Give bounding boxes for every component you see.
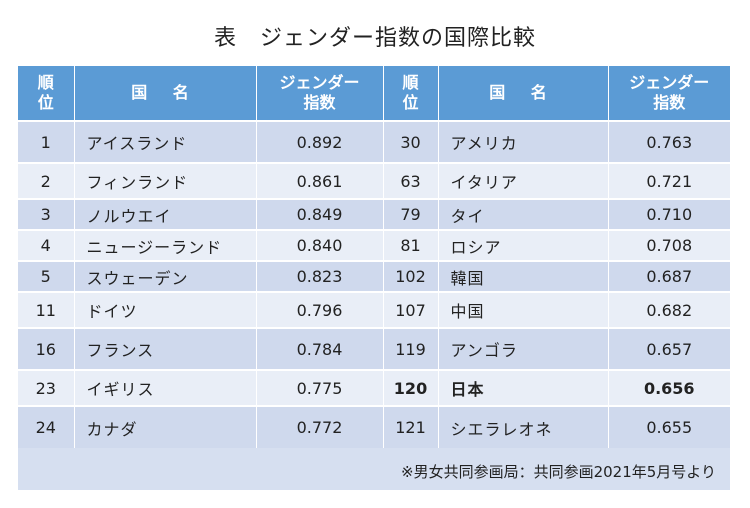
index-cell: 0.892 — [255, 120, 383, 163]
index-cell: 0.682 — [607, 291, 730, 328]
country-cell: タイ — [437, 198, 608, 230]
rank-cell: 3 — [18, 198, 74, 230]
index-header: ジェンダー 指数 — [607, 66, 730, 121]
rank-header-line1: 順 — [402, 73, 419, 92]
index-cell: 0.784 — [255, 327, 383, 370]
country-header: 国 名 — [73, 66, 256, 121]
country-cell: フランス — [73, 327, 256, 370]
country-cell: アメリカ — [437, 120, 608, 163]
rank-cell: 11 — [18, 291, 74, 328]
country-cell: ロシア — [437, 229, 608, 261]
table-row: 5 スウェーデン 0.823 102 韓国 0.687 — [18, 260, 730, 292]
country-header-label: 国 名 — [131, 83, 199, 102]
rank-cell: 1 — [18, 120, 74, 163]
gender-index-table-panel: 順 位 国 名 ジェンダー 指数 順 位 国 名 ジェンダー — [18, 66, 730, 490]
index-cell: 0.823 — [255, 260, 383, 292]
rank-cell: 79 — [382, 198, 438, 230]
country-cell: ニュージーランド — [73, 229, 256, 261]
rank-cell: 107 — [382, 291, 438, 328]
index-cell: 0.763 — [607, 120, 730, 163]
country-cell: 韓国 — [437, 260, 608, 292]
table-row: 2 フィンランド 0.861 63 イタリア 0.721 — [18, 162, 730, 199]
rank-cell: 23 — [18, 369, 74, 406]
rank-cell: 4 — [18, 229, 74, 261]
rank-cell: 5 — [18, 260, 74, 292]
country-header-label: 国 名 — [489, 83, 557, 102]
table-row: 16 フランス 0.784 119 アンゴラ 0.657 — [18, 327, 730, 370]
rank-cell: 24 — [18, 405, 74, 448]
index-cell: 0.721 — [607, 162, 730, 199]
country-cell: ノルウエイ — [73, 198, 256, 230]
index-cell: 0.840 — [255, 229, 383, 261]
index-cell: 0.710 — [607, 198, 730, 230]
country-cell: 中国 — [437, 291, 608, 328]
table-row: 11 ドイツ 0.796 107 中国 0.682 — [18, 291, 730, 328]
table-header-row: 順 位 国 名 ジェンダー 指数 順 位 国 名 ジェンダー — [18, 66, 730, 121]
country-cell: イギリス — [73, 369, 256, 406]
rank-cell: 2 — [18, 162, 74, 199]
table-row: 23 イギリス 0.775 120 日本 0.656 — [18, 369, 730, 406]
table-row: 24 カナダ 0.772 121 シエラレオネ 0.655 — [18, 405, 730, 448]
gender-index-table: 順 位 国 名 ジェンダー 指数 順 位 国 名 ジェンダー — [18, 66, 730, 448]
country-cell: スウェーデン — [73, 260, 256, 292]
rank-cell: 119 — [382, 327, 438, 370]
country-cell-japan: 日本 — [437, 369, 608, 406]
country-cell: シエラレオネ — [437, 405, 608, 448]
index-cell: 0.687 — [607, 260, 730, 292]
country-cell: フィンランド — [73, 162, 256, 199]
rank-header-line2: 位 — [37, 93, 54, 112]
index-cell-japan: 0.656 — [607, 369, 730, 406]
index-cell: 0.775 — [255, 369, 383, 406]
index-cell: 0.708 — [607, 229, 730, 261]
page-title: 表 ジェンダー指数の国際比較 — [213, 26, 536, 51]
rank-cell: 63 — [382, 162, 438, 199]
rank-cell: 102 — [382, 260, 438, 292]
index-cell: 0.772 — [255, 405, 383, 448]
index-cell: 0.861 — [255, 162, 383, 199]
country-header: 国 名 — [437, 66, 608, 121]
index-cell: 0.657 — [607, 327, 730, 370]
index-header-line2: 指数 — [653, 93, 686, 112]
country-cell: アイスランド — [73, 120, 256, 163]
index-header-line1: ジェンダー — [279, 73, 360, 92]
rank-cell: 16 — [18, 327, 74, 370]
country-cell: アンゴラ — [437, 327, 608, 370]
index-header-line2: 指数 — [303, 93, 336, 112]
rank-header-line1: 順 — [37, 73, 54, 92]
rank-cell: 121 — [382, 405, 438, 448]
table-row: 3 ノルウエイ 0.849 79 タイ 0.710 — [18, 198, 730, 230]
index-header: ジェンダー 指数 — [255, 66, 383, 121]
rank-cell: 30 — [382, 120, 438, 163]
table-row: 4 ニュージーランド 0.840 81 ロシア 0.708 — [18, 229, 730, 261]
source-note: ※男女共同参画局：共同参画2021年5月号より — [401, 463, 716, 481]
index-cell: 0.655 — [607, 405, 730, 448]
country-cell: イタリア — [437, 162, 608, 199]
table-row: 1 アイスランド 0.892 30 アメリカ 0.763 — [18, 120, 730, 163]
rank-cell: 81 — [382, 229, 438, 261]
index-cell: 0.849 — [255, 198, 383, 230]
country-cell: カナダ — [73, 405, 256, 448]
rank-header: 順 位 — [18, 66, 74, 121]
country-cell: ドイツ — [73, 291, 256, 328]
index-cell: 0.796 — [255, 291, 383, 328]
index-header-line1: ジェンダー — [629, 73, 710, 92]
rank-header: 順 位 — [382, 66, 438, 121]
rank-header-line2: 位 — [402, 93, 419, 112]
rank-cell-japan: 120 — [382, 369, 438, 406]
